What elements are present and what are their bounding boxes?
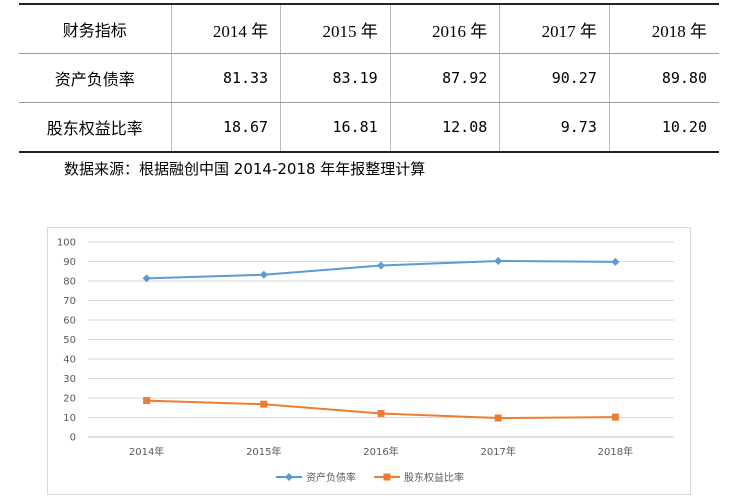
table-cell: 10.20 <box>608 102 719 153</box>
table-cell: 12.08 <box>389 102 500 153</box>
legend-label: 资产负债率 <box>306 471 356 484</box>
financial-indicator-table: 财务指标 2014 年 2015 年 2016 年 2017 年 2018 年 … <box>19 3 719 153</box>
data-point-marker <box>143 397 151 405</box>
data-point-marker <box>494 414 502 422</box>
y-tick-label: 20 <box>63 394 76 405</box>
table-header-row: 财务指标 2014 年 2015 年 2016 年 2017 年 2018 年 <box>19 3 719 54</box>
data-point-marker <box>611 257 620 266</box>
table-header-cell: 2017 年 <box>499 3 610 54</box>
y-tick-label: 60 <box>63 316 76 327</box>
y-tick-label: 80 <box>63 277 76 288</box>
table-cell: 18.67 <box>170 102 281 153</box>
y-tick-label: 10 <box>63 413 76 424</box>
source-note: 数据来源：根据融创中国 2014-2018 年年报整理计算 <box>64 160 426 178</box>
table-header-cell: 财务指标 <box>19 3 171 54</box>
table-cell: 81.33 <box>170 53 281 103</box>
row-label: 资产负债率 <box>19 53 171 103</box>
data-point-marker <box>259 270 268 279</box>
table-cell: 90.27 <box>499 53 610 103</box>
legend-marker <box>285 473 293 481</box>
y-tick-label: 100 <box>57 238 76 249</box>
data-point-marker <box>611 413 619 421</box>
data-point-marker <box>142 274 151 283</box>
row-label: 股东权益比率 <box>19 102 171 153</box>
data-point-marker <box>260 400 268 408</box>
x-tick-label: 2017年 <box>480 445 515 458</box>
table-header-cell: 2015 年 <box>280 3 391 54</box>
x-tick-label: 2014年 <box>129 445 164 458</box>
table-header-cell: 2014 年 <box>170 3 281 54</box>
legend-label: 股东权益比率 <box>404 471 464 484</box>
x-tick-label: 2018年 <box>598 445 633 458</box>
y-tick-label: 90 <box>63 257 76 268</box>
data-point-marker <box>377 409 385 417</box>
chart-canvas: 0 10 20 30 40 50 60 70 80 90 100 2014年 2015年 2016年 201… <box>57 238 674 484</box>
x-tick-label: 2015年 <box>246 445 281 458</box>
y-tick-label: 40 <box>63 355 76 366</box>
data-point-marker <box>494 256 503 265</box>
table-row: 股东权益比率 18.67 16.81 12.08 9.73 10.20 <box>19 102 719 153</box>
table-cell: 9.73 <box>499 102 610 153</box>
y-tick-label: 50 <box>63 335 76 346</box>
y-tick-label: 70 <box>63 296 76 307</box>
x-tick-label: 2016年 <box>363 445 398 458</box>
table-cell: 16.81 <box>280 102 391 153</box>
y-tick-label: 30 <box>63 374 76 385</box>
table-row: 资产负债率 81.33 83.19 87.92 90.27 89.80 <box>19 53 719 103</box>
data-point-marker <box>377 261 385 270</box>
table-cell: 89.80 <box>608 53 719 103</box>
table-header-cell: 2018 年 <box>608 3 719 54</box>
table-cell: 83.19 <box>280 53 391 103</box>
y-tick-label: 0 <box>70 433 76 444</box>
table-cell: 87.92 <box>389 53 500 103</box>
line-chart: 0 10 20 30 40 50 60 70 80 90 100 2014年 2015年 2016年 201… <box>47 227 691 495</box>
legend-marker <box>383 473 391 481</box>
table-header-cell: 2016 年 <box>389 3 500 54</box>
